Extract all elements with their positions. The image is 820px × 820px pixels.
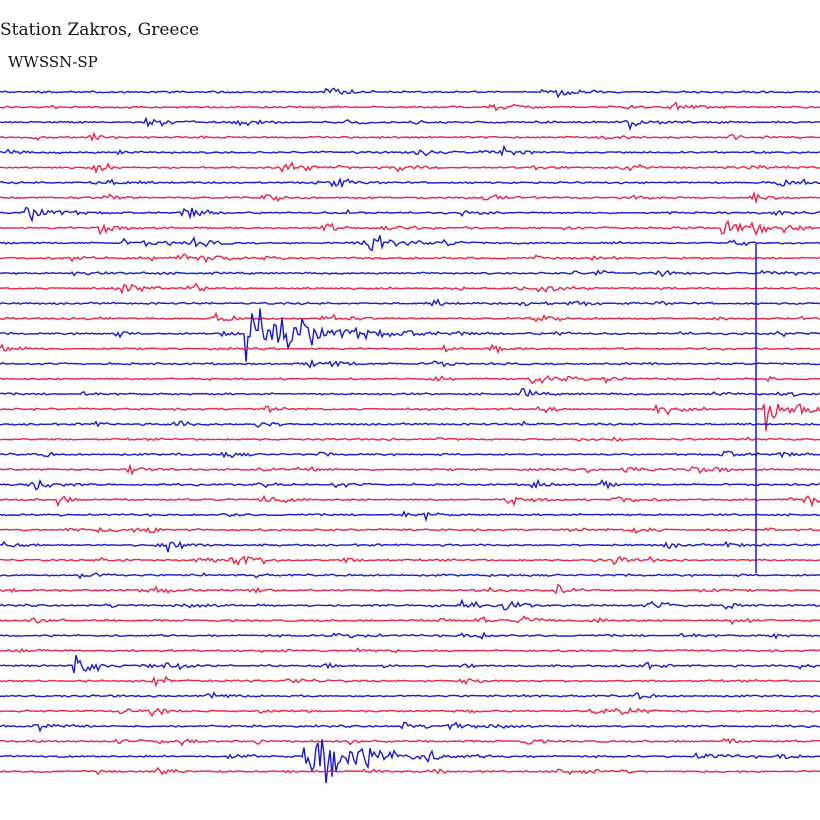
seismogram-trace-28 <box>0 494 820 508</box>
seismogram-trace-1 <box>0 87 820 99</box>
seismogram-trace-17 <box>0 308 820 362</box>
seismogram-trace-11 <box>0 235 820 252</box>
seismogram-trace-18 <box>0 343 820 355</box>
seismogram-trace-13 <box>0 269 820 278</box>
seismogram-trace-31 <box>0 540 820 553</box>
seismogram-trace-35 <box>0 598 820 611</box>
seismogram-trace-45 <box>0 739 820 784</box>
seismogram-trace-23 <box>0 420 820 428</box>
seismogram-trace-33 <box>0 572 820 580</box>
seismogram-trace-46 <box>0 766 820 776</box>
seismogram-trace-8 <box>0 190 820 205</box>
seismogram-trace-10 <box>0 219 820 237</box>
seismogram-trace-30 <box>0 526 820 535</box>
seismogram-trace-44 <box>0 737 820 747</box>
seismogram-trace-41 <box>0 691 820 701</box>
seismogram-trace-40 <box>0 675 820 688</box>
chart-header: Station Zakros, Greece WWSSN-SP <box>0 0 820 90</box>
seismogram-trace-43 <box>0 721 820 733</box>
seismogram-trace-25 <box>0 450 820 459</box>
seismogram-trace-14 <box>0 282 820 295</box>
seismogram-trace-36 <box>0 615 820 626</box>
seismogram-trace-42 <box>0 706 820 718</box>
seismogram-trace-9 <box>0 206 820 223</box>
seismogram-trace-21 <box>0 388 820 398</box>
seismogram-trace-38 <box>0 647 820 654</box>
seismogram-trace-15 <box>0 298 820 307</box>
seismogram-trace-6 <box>0 161 820 174</box>
seismogram-trace-27 <box>0 478 820 491</box>
chart-subtitle: WWSSN-SP <box>8 53 98 71</box>
seismogram-trace-29 <box>0 510 820 523</box>
seismogram-trace-39 <box>0 654 820 674</box>
seismogram-trace-5 <box>0 144 820 157</box>
seismogram-traces <box>0 87 820 784</box>
seismogram-trace-4 <box>0 131 820 142</box>
seismogram-trace-32 <box>0 555 820 566</box>
seismogram-trace-24 <box>0 436 820 442</box>
seismogram-trace-7 <box>0 177 820 189</box>
seismogram-trace-12 <box>0 253 820 264</box>
seismogram-trace-34 <box>0 583 820 595</box>
seismogram-trace-26 <box>0 463 820 476</box>
seismogram-trace-37 <box>0 631 820 640</box>
seismogram-trace-22 <box>0 403 820 432</box>
seismogram-trace-20 <box>0 374 820 385</box>
chart-title: Station Zakros, Greece <box>0 20 200 40</box>
seismogram-trace-16 <box>0 311 820 323</box>
seismogram-trace-3 <box>0 116 820 132</box>
seismogram-trace-19 <box>0 358 820 369</box>
seismogram-trace-2 <box>0 101 820 112</box>
